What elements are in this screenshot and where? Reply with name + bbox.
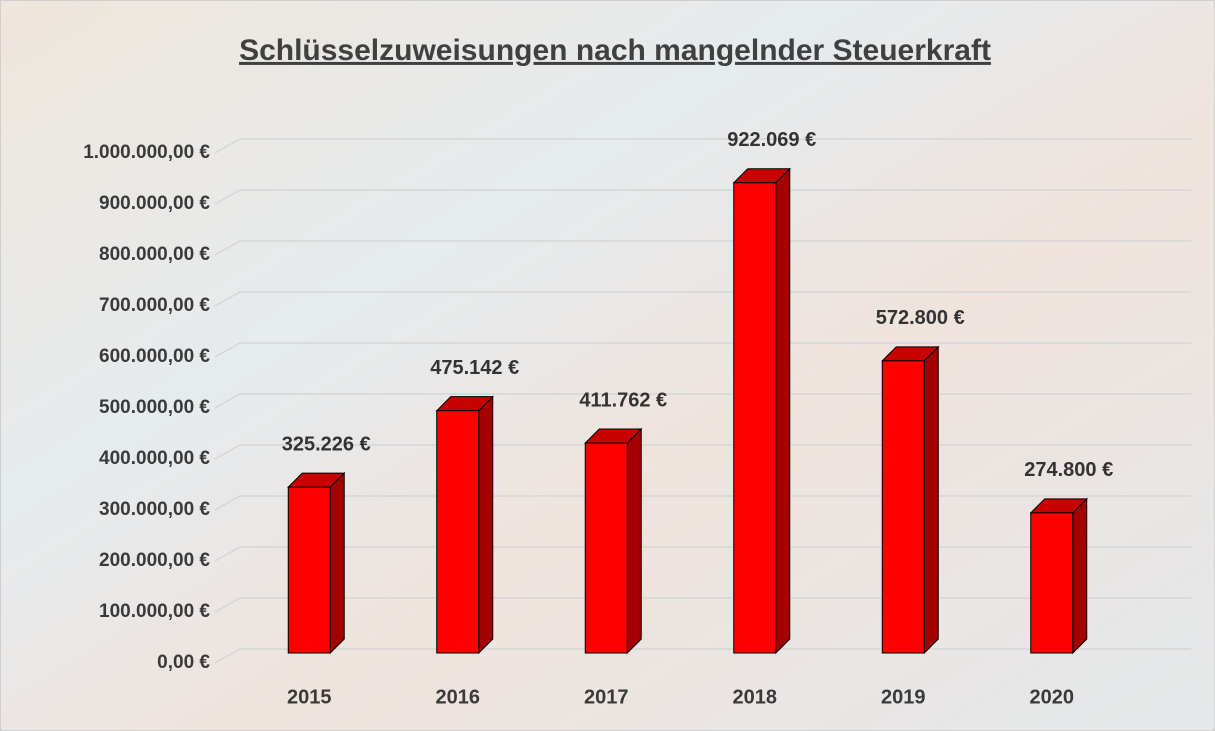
- grid-line: [214, 648, 1191, 664]
- bar: [287, 486, 331, 654]
- value-label: 572.800 €: [876, 307, 965, 329]
- grid-line: [214, 495, 1191, 511]
- grid-line: [214, 546, 1191, 562]
- bar: [1030, 512, 1074, 654]
- grid-line: [214, 444, 1191, 460]
- value-label: 325.226 €: [282, 433, 371, 455]
- grid-line: [214, 342, 1191, 358]
- grid-line: [214, 240, 1191, 256]
- value-label: 411.762 €: [579, 389, 667, 411]
- x-tick-label: 2020: [1030, 686, 1075, 708]
- y-tick-label: 600.000,00 €: [99, 346, 210, 367]
- bar-side: [1072, 497, 1088, 655]
- y-tick-label: 200.000,00 €: [99, 550, 210, 571]
- y-tick-label: 1.000.000,00 €: [83, 142, 210, 163]
- grid-line: [214, 291, 1191, 307]
- bar: [733, 182, 777, 654]
- grid-line: [214, 393, 1191, 409]
- y-tick-label: 900.000,00 €: [99, 193, 210, 214]
- y-tick-label: 0,00 €: [157, 652, 210, 673]
- bar: [584, 442, 628, 654]
- y-tick-label: 300.000,00 €: [99, 499, 210, 520]
- value-label: 475.142 €: [430, 357, 519, 379]
- bar-side: [478, 395, 494, 655]
- y-tick-label: 700.000,00 €: [99, 295, 210, 316]
- x-tick-label: 2017: [584, 686, 629, 708]
- y-tick-label: 100.000,00 €: [99, 601, 210, 622]
- bar-side: [626, 427, 642, 655]
- x-tick-label: 2016: [436, 686, 481, 708]
- value-label: 922.069 €: [727, 129, 816, 151]
- x-tick-label: 2019: [881, 686, 926, 708]
- y-tick-label: 500.000,00 €: [99, 397, 210, 418]
- bar: [436, 410, 480, 654]
- bar-side: [329, 471, 345, 655]
- y-tick-label: 400.000,00 €: [99, 448, 210, 469]
- bar-side: [775, 167, 791, 655]
- grid-line: [214, 138, 1191, 154]
- bar: [881, 360, 925, 654]
- x-tick-label: 2015: [287, 686, 332, 708]
- value-label: 274.800 €: [1024, 459, 1113, 481]
- x-tick-label: 2018: [733, 686, 778, 708]
- y-tick-label: 800.000,00 €: [99, 244, 210, 265]
- chart-title: Schlüsselzuweisungen nach mangelnder Ste…: [239, 34, 991, 67]
- grid-line: [214, 189, 1191, 205]
- grid-line: [214, 597, 1191, 613]
- bar-side: [923, 345, 939, 655]
